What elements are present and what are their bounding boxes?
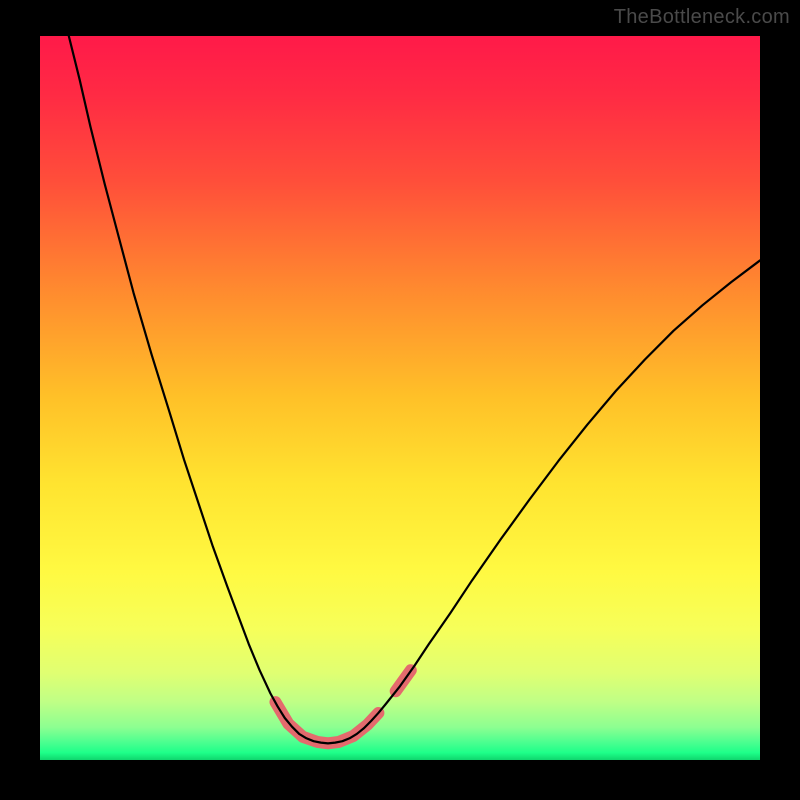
chart-gradient-bg [40, 36, 760, 760]
chart-plot-area [40, 36, 760, 760]
root: TheBottleneck.com [0, 0, 800, 800]
watermark-label: TheBottleneck.com [614, 6, 790, 29]
chart-svg [40, 36, 760, 760]
